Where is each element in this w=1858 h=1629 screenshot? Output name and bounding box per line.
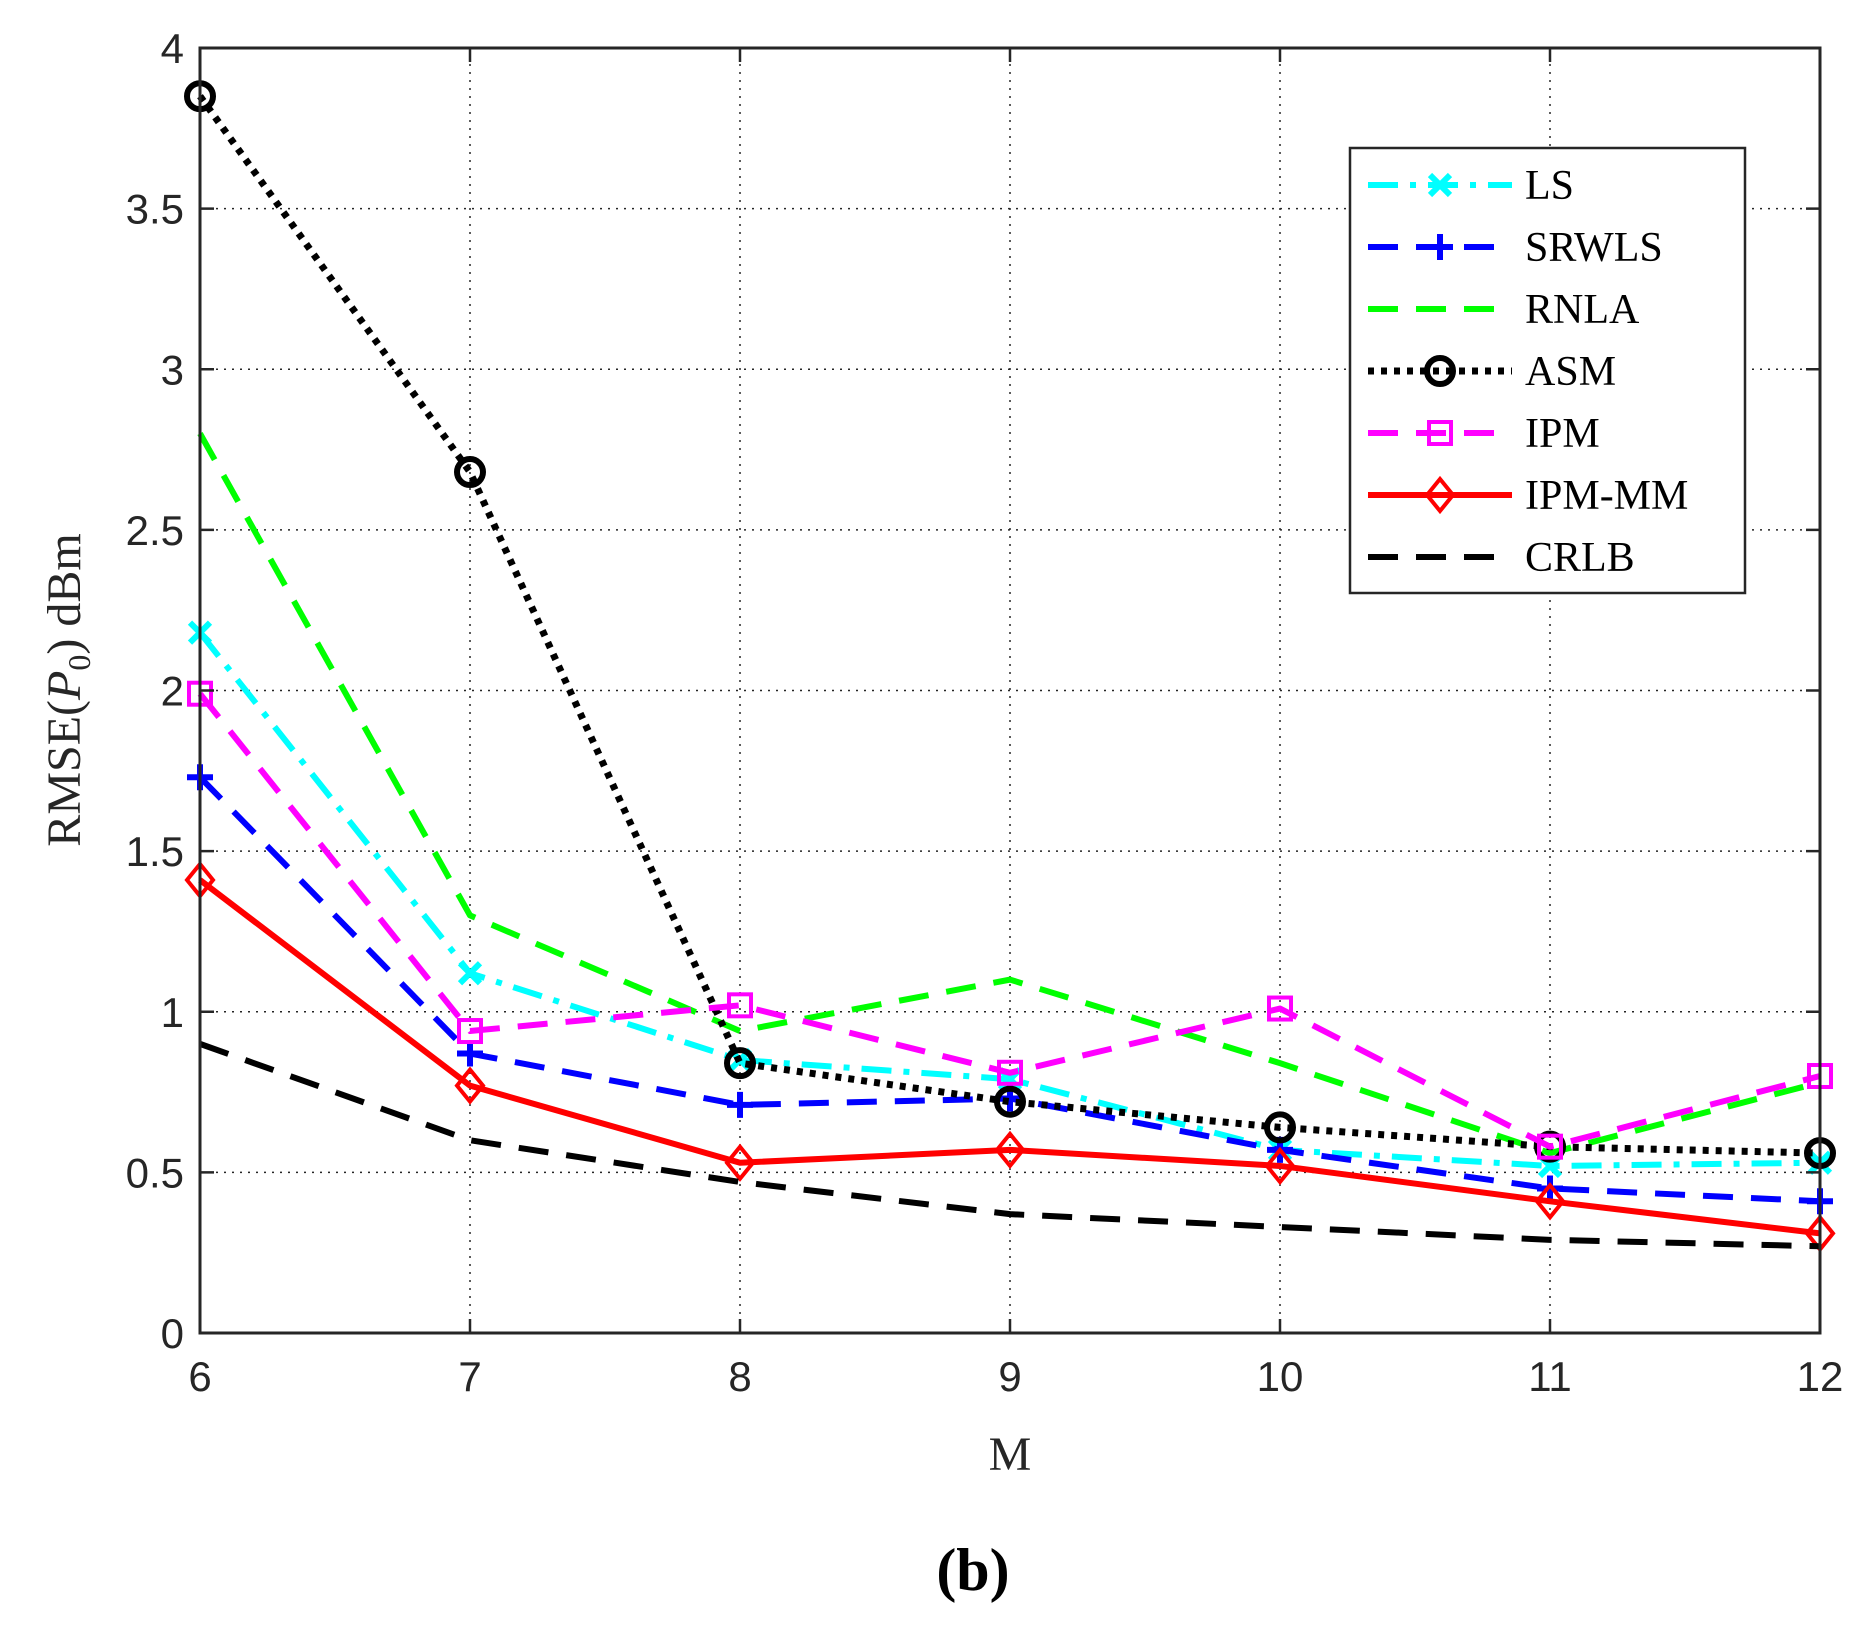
data-point-ipm-mm (724, 1143, 756, 1182)
data-point-srwls (727, 1091, 753, 1118)
y-tick-label: 0.5 (126, 1149, 184, 1196)
legend-label-srwls: SRWLS (1525, 225, 1663, 271)
legend-entry-ipm: IPM (1368, 411, 1600, 457)
series-line-ipm-mm (198, 877, 1821, 1237)
legend-label-rnla: RNLA (1525, 287, 1640, 333)
grid-lines (200, 48, 1820, 1333)
x-axis-title: M (989, 1428, 1032, 1481)
series-line-rnla (197, 432, 1821, 1157)
legend-marker-ipm (1427, 420, 1453, 446)
data-point-asm (994, 1085, 1026, 1118)
data-point-ipm-mm (1534, 1182, 1566, 1221)
x-tick-label: 11 (1528, 1353, 1572, 1400)
legend-label-asm: ASM (1525, 349, 1616, 395)
y-tick-label: 4 (161, 25, 184, 72)
y-tick-label: 2 (161, 668, 184, 715)
x-tick-label: 10 (1257, 1353, 1304, 1400)
legend-marker-srwls (1427, 234, 1453, 260)
legend-entry-crlb: CRLB (1368, 535, 1635, 581)
y-tick-label: 2.5 (126, 507, 184, 554)
data-point-ipm (457, 1018, 483, 1045)
legend: LS SRWLS RNLA ASM IPM IPM-MM CRLB (1348, 146, 1747, 595)
x-tick-label: 6 (188, 1353, 211, 1400)
axis-ticks: 6 7 8 9 10 11 12 0 0.5 1 1.5 2 2.5 3 3.5 4 (126, 25, 1844, 1400)
x-tick-label: 12 (1797, 1353, 1844, 1400)
data-point-srwls (457, 1040, 483, 1067)
data-point-asm (1264, 1111, 1296, 1144)
series-line-crlb (198, 1041, 1821, 1250)
x-tick-label: 9 (998, 1353, 1021, 1400)
legend-box (1348, 146, 1747, 595)
legend-label-ipm: IPM (1525, 411, 1600, 457)
legend-marker-asm (1424, 355, 1456, 387)
data-point-ipm-mm (454, 1066, 486, 1105)
y-tick-label: 1.5 (126, 828, 184, 875)
y-axis-title: RMSE(P0) dBm (38, 533, 97, 846)
legend-entry-ipm-mm: IPM-MM (1368, 473, 1688, 519)
legend-marker-ipm-mm (1424, 475, 1456, 515)
data-point-asm (724, 1047, 756, 1080)
figure-caption: (b) (936, 1537, 1009, 1603)
series-line-ipm (197, 691, 1821, 1150)
series-rnla (197, 432, 1821, 1157)
legend-entry-srwls: SRWLS (1368, 225, 1663, 271)
data-point-ipm (997, 1059, 1023, 1086)
y-tick-label: 3.5 (126, 186, 184, 233)
legend-entry-asm: ASM (1368, 349, 1616, 395)
legend-label-ls: LS (1525, 163, 1574, 209)
legend-label-ipm-mm: IPM-MM (1525, 473, 1688, 519)
series-ipm (187, 680, 1833, 1160)
legend-label-crlb: CRLB (1525, 535, 1635, 581)
y-tick-label: 1 (161, 989, 184, 1036)
data-point-ls (457, 961, 483, 986)
data-point-ipm-mm (1264, 1146, 1296, 1186)
data-point-ipm (727, 992, 753, 1019)
y-tick-label: 0 (161, 1310, 184, 1357)
legend-entry-ls: LS (1368, 163, 1574, 209)
legend-marker-ls (1427, 172, 1453, 198)
data-point-ipm (1537, 1133, 1563, 1160)
data-point-asm (454, 456, 486, 489)
series-group (184, 80, 1836, 1253)
data-point-ipm-mm (994, 1130, 1026, 1170)
series-crlb (198, 1041, 1821, 1250)
x-tick-label: 8 (728, 1353, 751, 1400)
y-tick-label: 3 (161, 346, 184, 393)
legend-entry-rnla: RNLA (1368, 287, 1640, 333)
x-tick-label: 7 (458, 1353, 481, 1400)
data-point-ipm (1267, 995, 1293, 1022)
